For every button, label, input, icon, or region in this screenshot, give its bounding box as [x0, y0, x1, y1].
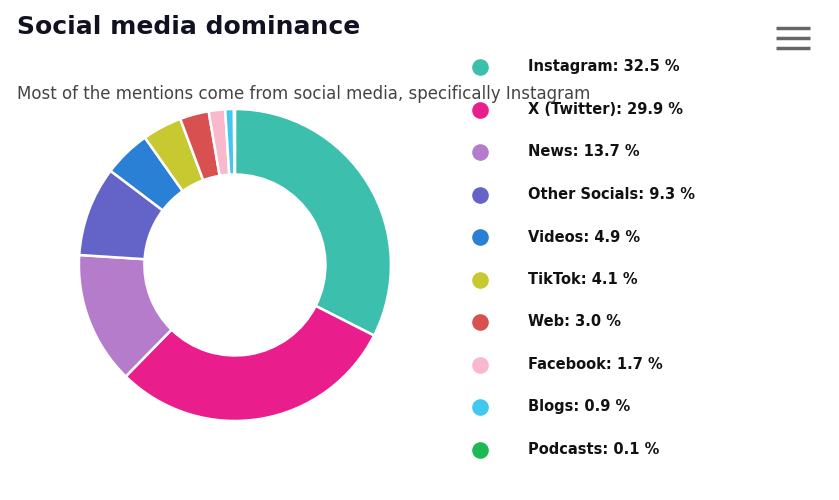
Wedge shape	[225, 109, 234, 174]
Text: X (Twitter): 29.9 %: X (Twitter): 29.9 %	[528, 102, 683, 117]
Text: Web: 3.0 %: Web: 3.0 %	[528, 314, 621, 330]
Wedge shape	[79, 255, 172, 376]
Wedge shape	[235, 109, 391, 336]
Wedge shape	[209, 110, 229, 176]
Wedge shape	[234, 109, 235, 174]
Text: TikTok: 4.1 %: TikTok: 4.1 %	[528, 272, 638, 287]
Text: Social media dominance: Social media dominance	[17, 15, 360, 39]
Wedge shape	[126, 306, 374, 421]
Wedge shape	[145, 119, 203, 191]
Wedge shape	[79, 171, 163, 259]
Text: Other Socials: 9.3 %: Other Socials: 9.3 %	[528, 187, 695, 202]
Wedge shape	[180, 111, 220, 180]
Text: Instagram: 32.5 %: Instagram: 32.5 %	[528, 60, 680, 74]
Point	[807, 26, 821, 34]
Wedge shape	[111, 138, 183, 210]
Text: Podcasts: 0.1 %: Podcasts: 0.1 %	[528, 442, 659, 457]
Text: Videos: 4.9 %: Videos: 4.9 %	[528, 230, 640, 244]
Text: Blogs: 0.9 %: Blogs: 0.9 %	[528, 400, 630, 414]
Text: News: 13.7 %: News: 13.7 %	[528, 144, 639, 160]
Text: Facebook: 1.7 %: Facebook: 1.7 %	[528, 357, 663, 372]
Text: Most of the mentions come from social media, specifically Instagram: Most of the mentions come from social me…	[17, 85, 590, 103]
